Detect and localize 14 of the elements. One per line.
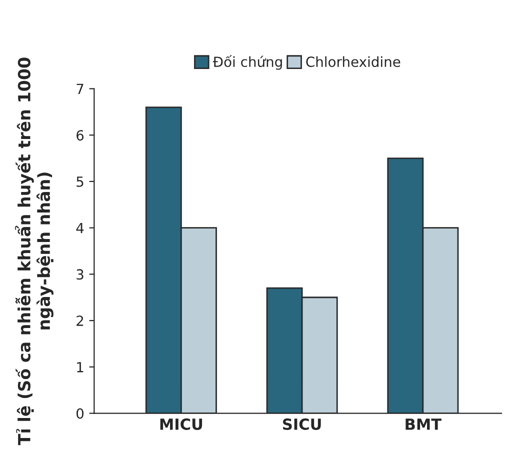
legend-label: Chlorhexidine xyxy=(306,56,400,68)
x-tick-label: MICU xyxy=(160,418,202,430)
y-tick-label: 3 xyxy=(76,269,84,280)
x-tick-label: SICU xyxy=(283,418,321,430)
y-tick-label: 7 xyxy=(76,84,84,94)
y-tick-label: 5 xyxy=(76,176,84,187)
y-tick-label: 2 xyxy=(76,316,84,326)
legend-label: Đối chứng xyxy=(212,55,282,70)
y-tick-label: 4 xyxy=(76,222,84,234)
y-tick-label: 6 xyxy=(76,130,84,141)
y-axis-title: Tỉ lệ (Số ca nhiễm khuẩn huyết trên 1000 ngày-bệnh nhân) xyxy=(15,58,54,446)
y-tick-label: 0 xyxy=(76,408,84,419)
y-tick-label: 1 xyxy=(77,362,84,372)
x-tick-label: BMT xyxy=(406,418,442,430)
